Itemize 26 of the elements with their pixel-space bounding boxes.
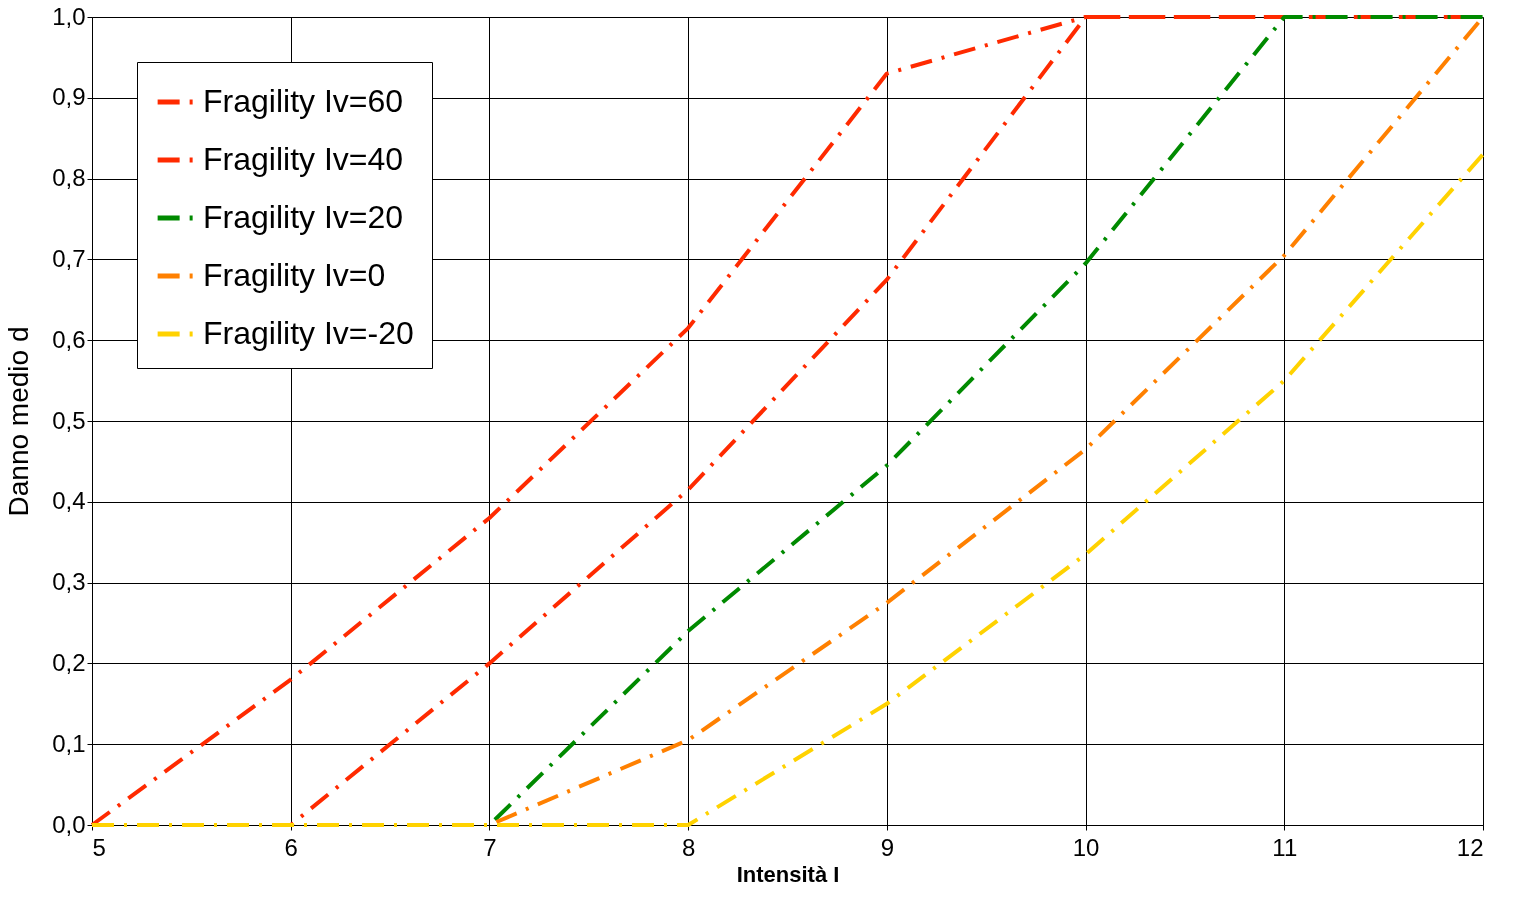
legend-label: Fragility Iv=20 [203, 199, 404, 235]
x-axis-title: Intensità I [736, 861, 840, 887]
legend-label: Fragility Iv=60 [203, 83, 404, 119]
x-tick-label: 5 [92, 833, 106, 861]
x-tick-label: 10 [1072, 833, 1100, 861]
x-tick-label: 12 [1456, 833, 1484, 861]
y-tick-label: 1,0 [52, 2, 86, 30]
y-axis-title: Danno medio d [3, 326, 35, 517]
y-tick-label: 0,5 [52, 406, 86, 434]
y-tick-label: 0,3 [52, 568, 86, 596]
x-tick-label: 9 [880, 833, 895, 861]
y-tick-label: 0,7 [52, 244, 86, 272]
legend-label: Fragility Iv=-20 [203, 315, 414, 351]
x-tick-label: 11 [1272, 833, 1298, 861]
y-tick-label: 0,2 [52, 648, 86, 676]
y-tick-label: 0,6 [52, 325, 86, 353]
x-tick-label: 6 [284, 833, 298, 861]
legend-label: Fragility Iv=40 [203, 141, 404, 177]
x-tick-label: 8 [681, 833, 696, 861]
y-tick-label: 0,4 [52, 487, 86, 515]
y-tick-label: 0,9 [52, 83, 86, 111]
y-tick-label: 0,8 [52, 164, 86, 192]
y-tick-label: 0,0 [52, 810, 86, 838]
legend-label: Fragility Iv=0 [203, 257, 386, 293]
y-tick-label: 0,1 [52, 729, 86, 757]
x-tick-label: 7 [483, 833, 497, 861]
